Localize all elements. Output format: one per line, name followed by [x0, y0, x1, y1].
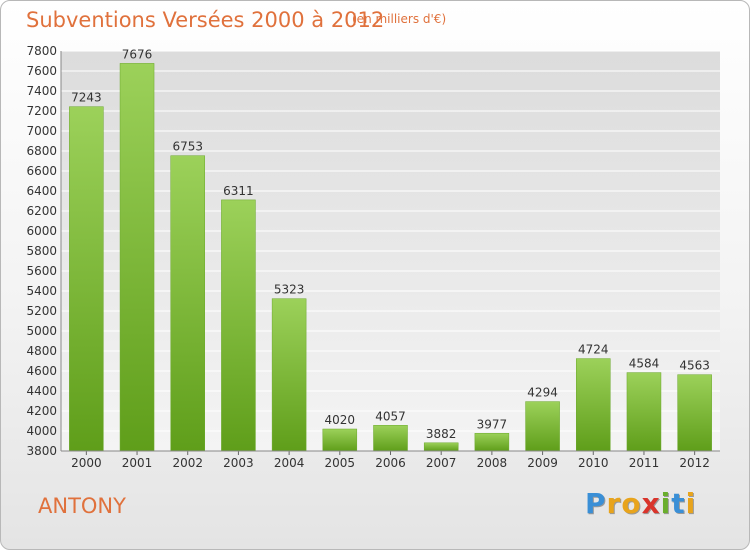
chart-subtitle: (en milliers d'€) [352, 12, 447, 26]
y-tick-label: 4400 [26, 384, 57, 398]
bar [271, 298, 307, 452]
bar [69, 106, 104, 452]
y-tick-label: 7200 [26, 104, 57, 118]
y-tick-label: 3800 [26, 444, 57, 458]
bar [677, 374, 712, 452]
y-tick-label: 7400 [26, 84, 57, 98]
x-tick-label: 2004 [274, 456, 305, 470]
bar [525, 401, 560, 452]
y-tick-label: 6600 [26, 164, 57, 178]
y-tick-label: 4800 [26, 344, 57, 358]
x-tick-label: 2006 [375, 456, 406, 470]
y-tick-label: 6800 [26, 144, 57, 158]
data-label: 4057 [375, 409, 406, 423]
bar [474, 433, 510, 452]
x-tick-label: 2002 [172, 456, 203, 470]
x-tick-label: 2010 [578, 456, 609, 470]
logo-letter: o [621, 487, 642, 520]
city-name: ANTONY [38, 494, 126, 518]
data-label: 6311 [223, 184, 254, 198]
bar [322, 428, 358, 452]
y-tick-label: 4000 [26, 424, 57, 438]
data-label: 4294 [527, 386, 558, 400]
data-label: 4724 [578, 343, 609, 357]
x-tick-label: 2003 [223, 456, 254, 470]
chart-title: Subventions Versées 2000 à 2012 [26, 8, 385, 32]
bar [626, 372, 662, 452]
bar [576, 358, 611, 452]
x-tick-label: 2012 [679, 456, 710, 470]
x-tick-label: 2008 [477, 456, 508, 470]
x-tick-label: 2011 [629, 456, 660, 470]
y-tick-label: 4600 [26, 364, 57, 378]
logo-letter: P [585, 487, 607, 520]
y-tick-label: 4200 [26, 404, 57, 418]
y-tick-label: 6200 [26, 204, 57, 218]
logo-letter: r [606, 487, 622, 520]
data-label: 4020 [325, 413, 356, 427]
data-label: 3977 [477, 417, 508, 431]
x-tick-label: 2000 [71, 456, 102, 470]
y-tick-label: 6000 [26, 224, 57, 238]
y-tick-label: 5400 [26, 284, 57, 298]
data-label: 4563 [679, 359, 710, 373]
y-tick-label: 5800 [26, 244, 57, 258]
x-tick-label: 2005 [325, 456, 356, 470]
data-label: 7243 [71, 91, 102, 105]
data-label: 7676 [122, 47, 153, 61]
data-label: 5323 [274, 283, 305, 297]
bar [221, 199, 256, 452]
proxiti-logo: Proxiti [585, 487, 696, 520]
y-tick-label: 5000 [26, 324, 57, 338]
data-label: 3882 [426, 427, 457, 441]
y-tick-label: 5200 [26, 304, 57, 318]
y-tick-label: 6400 [26, 184, 57, 198]
data-label: 6753 [172, 140, 203, 154]
logo-letter: i [660, 487, 672, 520]
y-tick-label: 7600 [26, 64, 57, 78]
y-tick-label: 5600 [26, 264, 57, 278]
bar [373, 425, 408, 452]
x-tick-label: 2001 [122, 456, 153, 470]
data-label: 4584 [629, 357, 660, 371]
bar [119, 63, 155, 452]
bar [423, 442, 459, 452]
logo-letter: x [641, 487, 661, 520]
logo-letter: i [685, 487, 697, 520]
x-tick-label: 2007 [426, 456, 457, 470]
logo-letter: t [671, 487, 686, 520]
x-tick-label: 2009 [527, 456, 558, 470]
y-tick-label: 7800 [26, 44, 57, 58]
bar [170, 155, 205, 452]
y-tick-label: 7000 [26, 124, 57, 138]
